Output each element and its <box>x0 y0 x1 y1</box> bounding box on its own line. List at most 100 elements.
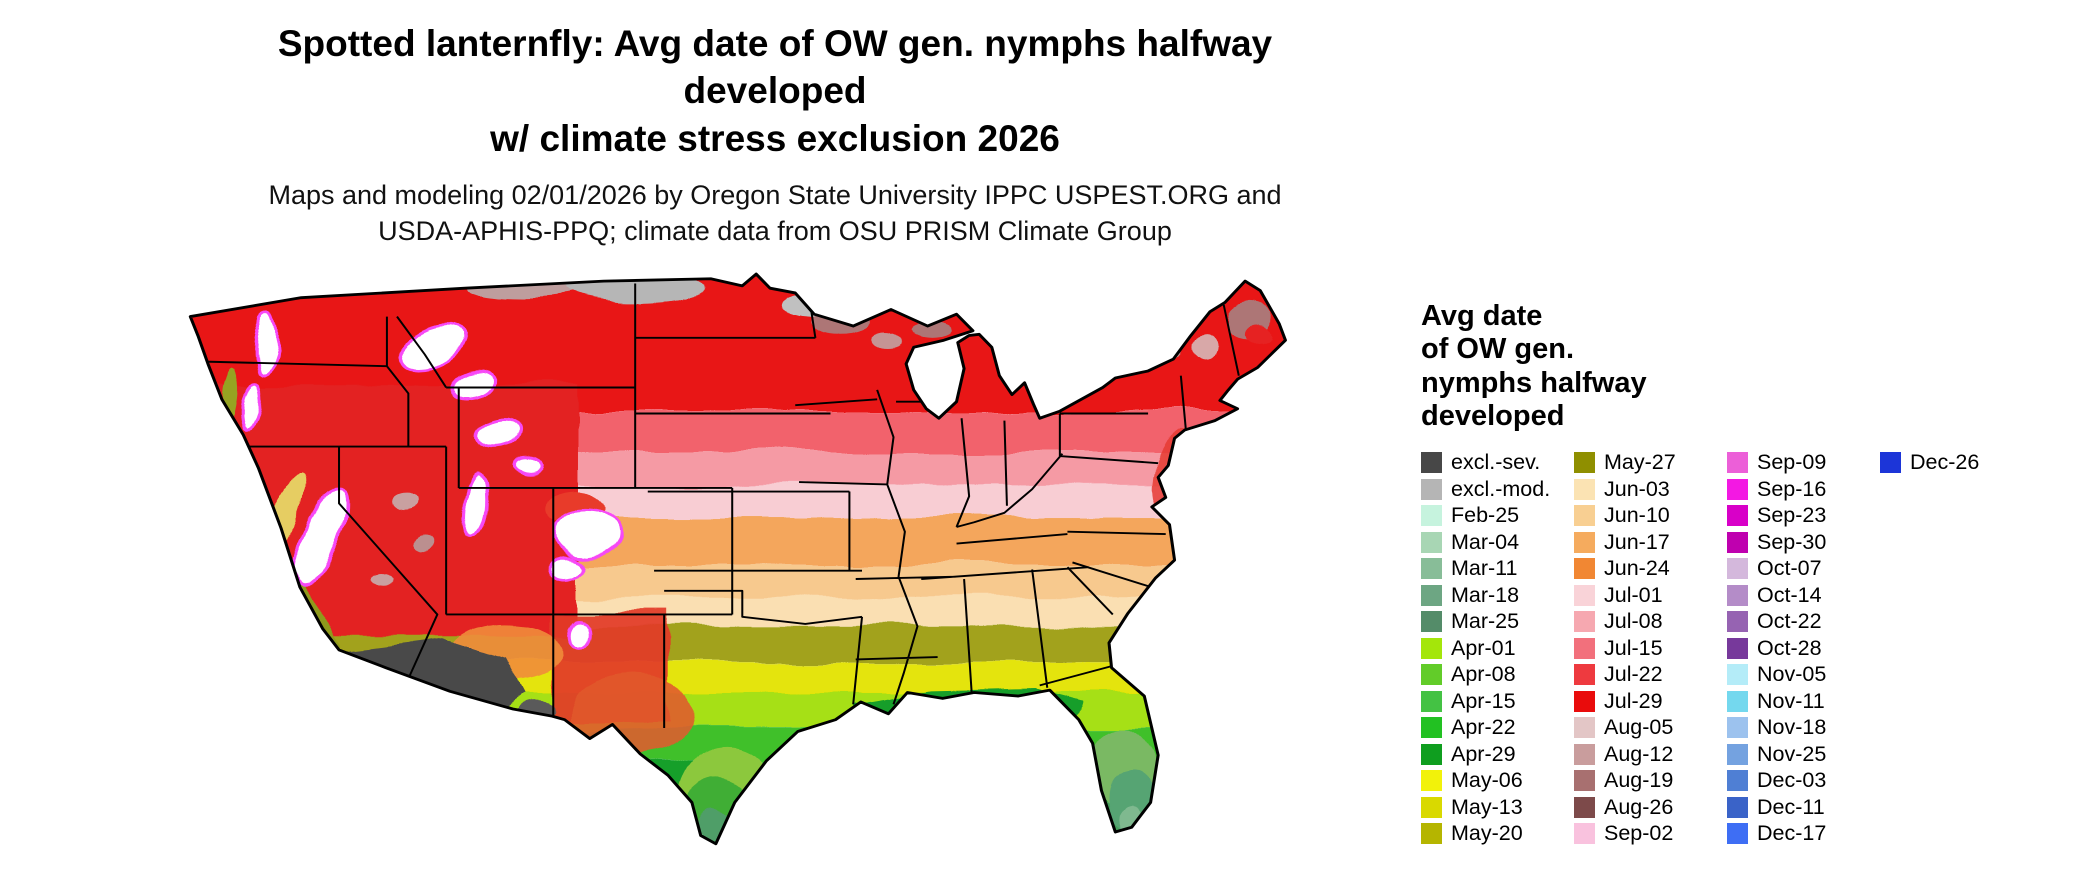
map-band-Apr-15 <box>190 725 1286 763</box>
legend-swatch <box>1421 796 1442 818</box>
legend-label: Oct-14 <box>1757 582 1822 607</box>
legend-columns: excl.-sev. excl.-mod. Feb-25 Mar-04 Mar-11 Ma… <box>1421 449 2091 847</box>
legend-entry: Sep-09 <box>1727 449 1880 476</box>
legend-entry: Sep-23 <box>1727 502 1880 529</box>
legend-swatch <box>1421 823 1442 845</box>
legend-label: Apr-15 <box>1451 688 1516 713</box>
nevada-mauve-1 <box>385 495 414 512</box>
legend-entry: Sep-02 <box>1574 820 1727 847</box>
legend-swatch <box>1574 823 1595 845</box>
idaho-rockies-white <box>399 324 466 371</box>
legend-swatch <box>1727 823 1748 845</box>
legend-entry: excl.-mod. <box>1421 476 1574 503</box>
legend-swatch <box>1421 664 1442 686</box>
legend-label: Dec-11 <box>1757 794 1825 819</box>
legend-swatch <box>1574 505 1595 527</box>
legend-label: Nov-25 <box>1757 741 1827 766</box>
legend-label: Jul-22 <box>1604 662 1663 687</box>
map-color-zones <box>190 274 1286 844</box>
legend-swatch <box>1574 478 1595 500</box>
legend-swatch <box>1727 690 1748 712</box>
legend-swatch <box>1421 770 1442 792</box>
legend-entry: Jun-17 <box>1574 529 1727 556</box>
legend-label: May-27 <box>1604 450 1676 475</box>
legend-label: Mar-11 <box>1451 556 1518 581</box>
legend-label: excl.-sev. <box>1451 450 1541 475</box>
legend-entry: Mar-18 <box>1421 582 1574 609</box>
legend-entry: Jul-08 <box>1574 608 1727 635</box>
new-mexico-white <box>568 616 592 648</box>
legend-swatch <box>1421 743 1442 765</box>
legend-entry: Apr-22 <box>1421 714 1574 741</box>
legend-title-line: developed <box>1421 400 1565 433</box>
legend-entry: Dec-03 <box>1727 767 1880 794</box>
legend-entry: Apr-15 <box>1421 688 1574 715</box>
legend-entry: Jul-29 <box>1574 688 1727 715</box>
new-england-mauve <box>1193 333 1219 362</box>
map-band-Jul-29 <box>190 274 1286 412</box>
legend-entry: Oct-28 <box>1727 635 1880 662</box>
header: Spotted lanternfly: Avg date of OW gen. … <box>230 20 1320 249</box>
legend-label: Dec-26 <box>1910 450 1980 475</box>
maine-red <box>1246 326 1272 345</box>
map-legend: Avg date of OW gen. nymphs halfway develope… <box>1421 300 2091 847</box>
legend-swatch <box>1727 637 1748 659</box>
legend-entry: Jun-03 <box>1574 476 1727 503</box>
legend-swatch <box>1574 717 1595 739</box>
legend-entry: Dec-17 <box>1727 820 1880 847</box>
legend-swatch <box>1574 770 1595 792</box>
legend-swatch <box>1574 637 1595 659</box>
legend-entry: Dec-11 <box>1727 794 1880 821</box>
southwest-excl-severe <box>351 638 526 717</box>
adirondacks-mauve <box>1149 339 1183 361</box>
legend-label: May-20 <box>1451 821 1523 846</box>
legend-label: Jul-15 <box>1604 635 1663 660</box>
legend-label: Apr-08 <box>1451 662 1516 687</box>
wasatch-white <box>462 472 488 539</box>
map-title-line-1: Spotted lanternfly: Avg date of OW gen. … <box>277 23 1273 112</box>
legend-swatch <box>1421 584 1442 606</box>
legend-swatch <box>1421 558 1442 580</box>
legend-swatch <box>1421 611 1442 633</box>
us-phenology-map <box>150 222 1385 884</box>
legend-label: Sep-02 <box>1604 821 1674 846</box>
legend-label: Jun-24 <box>1604 556 1670 581</box>
legend-entry: Dec-26 <box>1880 449 2033 476</box>
wisconsin-mauve <box>872 331 903 349</box>
legend-label: Jun-03 <box>1604 476 1670 501</box>
legend-entry: Sep-30 <box>1727 529 1880 556</box>
legend-swatch <box>1574 558 1595 580</box>
legend-swatch <box>1727 505 1748 527</box>
legend-swatch <box>1421 717 1442 739</box>
gulf-coast-green <box>854 689 1080 721</box>
legend-swatch <box>1727 531 1748 553</box>
legend-label: Oct-28 <box>1757 635 1822 660</box>
oregon-cascades-white <box>239 379 262 434</box>
wyoming-rockies-white <box>477 417 524 448</box>
legend-swatch <box>1574 796 1595 818</box>
legend-entry: Oct-22 <box>1727 608 1880 635</box>
legend-swatch <box>1727 770 1748 792</box>
legend-label: Jul-01 <box>1604 582 1663 607</box>
legend-swatch <box>1421 478 1442 500</box>
legend-title: Avg date of OW gen. nymphs halfway develope… <box>1421 300 2091 433</box>
legend-label: Sep-09 <box>1757 450 1827 475</box>
legend-label: Oct-07 <box>1757 556 1822 581</box>
legend-entry: Apr-01 <box>1421 635 1574 662</box>
legend-entry: Nov-05 <box>1727 661 1880 688</box>
legend-swatch <box>1727 452 1748 474</box>
legend-label: Nov-18 <box>1757 715 1827 740</box>
legend-entry: May-27 <box>1574 449 1727 476</box>
legend-entry: Jul-15 <box>1574 635 1727 662</box>
legend-column: Dec-26 <box>1880 449 2033 847</box>
legend-swatch <box>1880 452 1901 474</box>
legend-label: Apr-29 <box>1451 741 1516 766</box>
legend-label: Aug-19 <box>1604 768 1674 793</box>
legend-entry: Aug-12 <box>1574 741 1727 768</box>
legend-label: Feb-25 <box>1451 503 1520 528</box>
legend-label: Apr-01 <box>1451 635 1516 660</box>
wyoming-rockies-white-2 <box>513 455 543 476</box>
legend-swatch <box>1727 611 1748 633</box>
legend-title-line: Avg date <box>1421 300 1543 332</box>
legend-title-line: of OW gen. <box>1421 333 1575 366</box>
